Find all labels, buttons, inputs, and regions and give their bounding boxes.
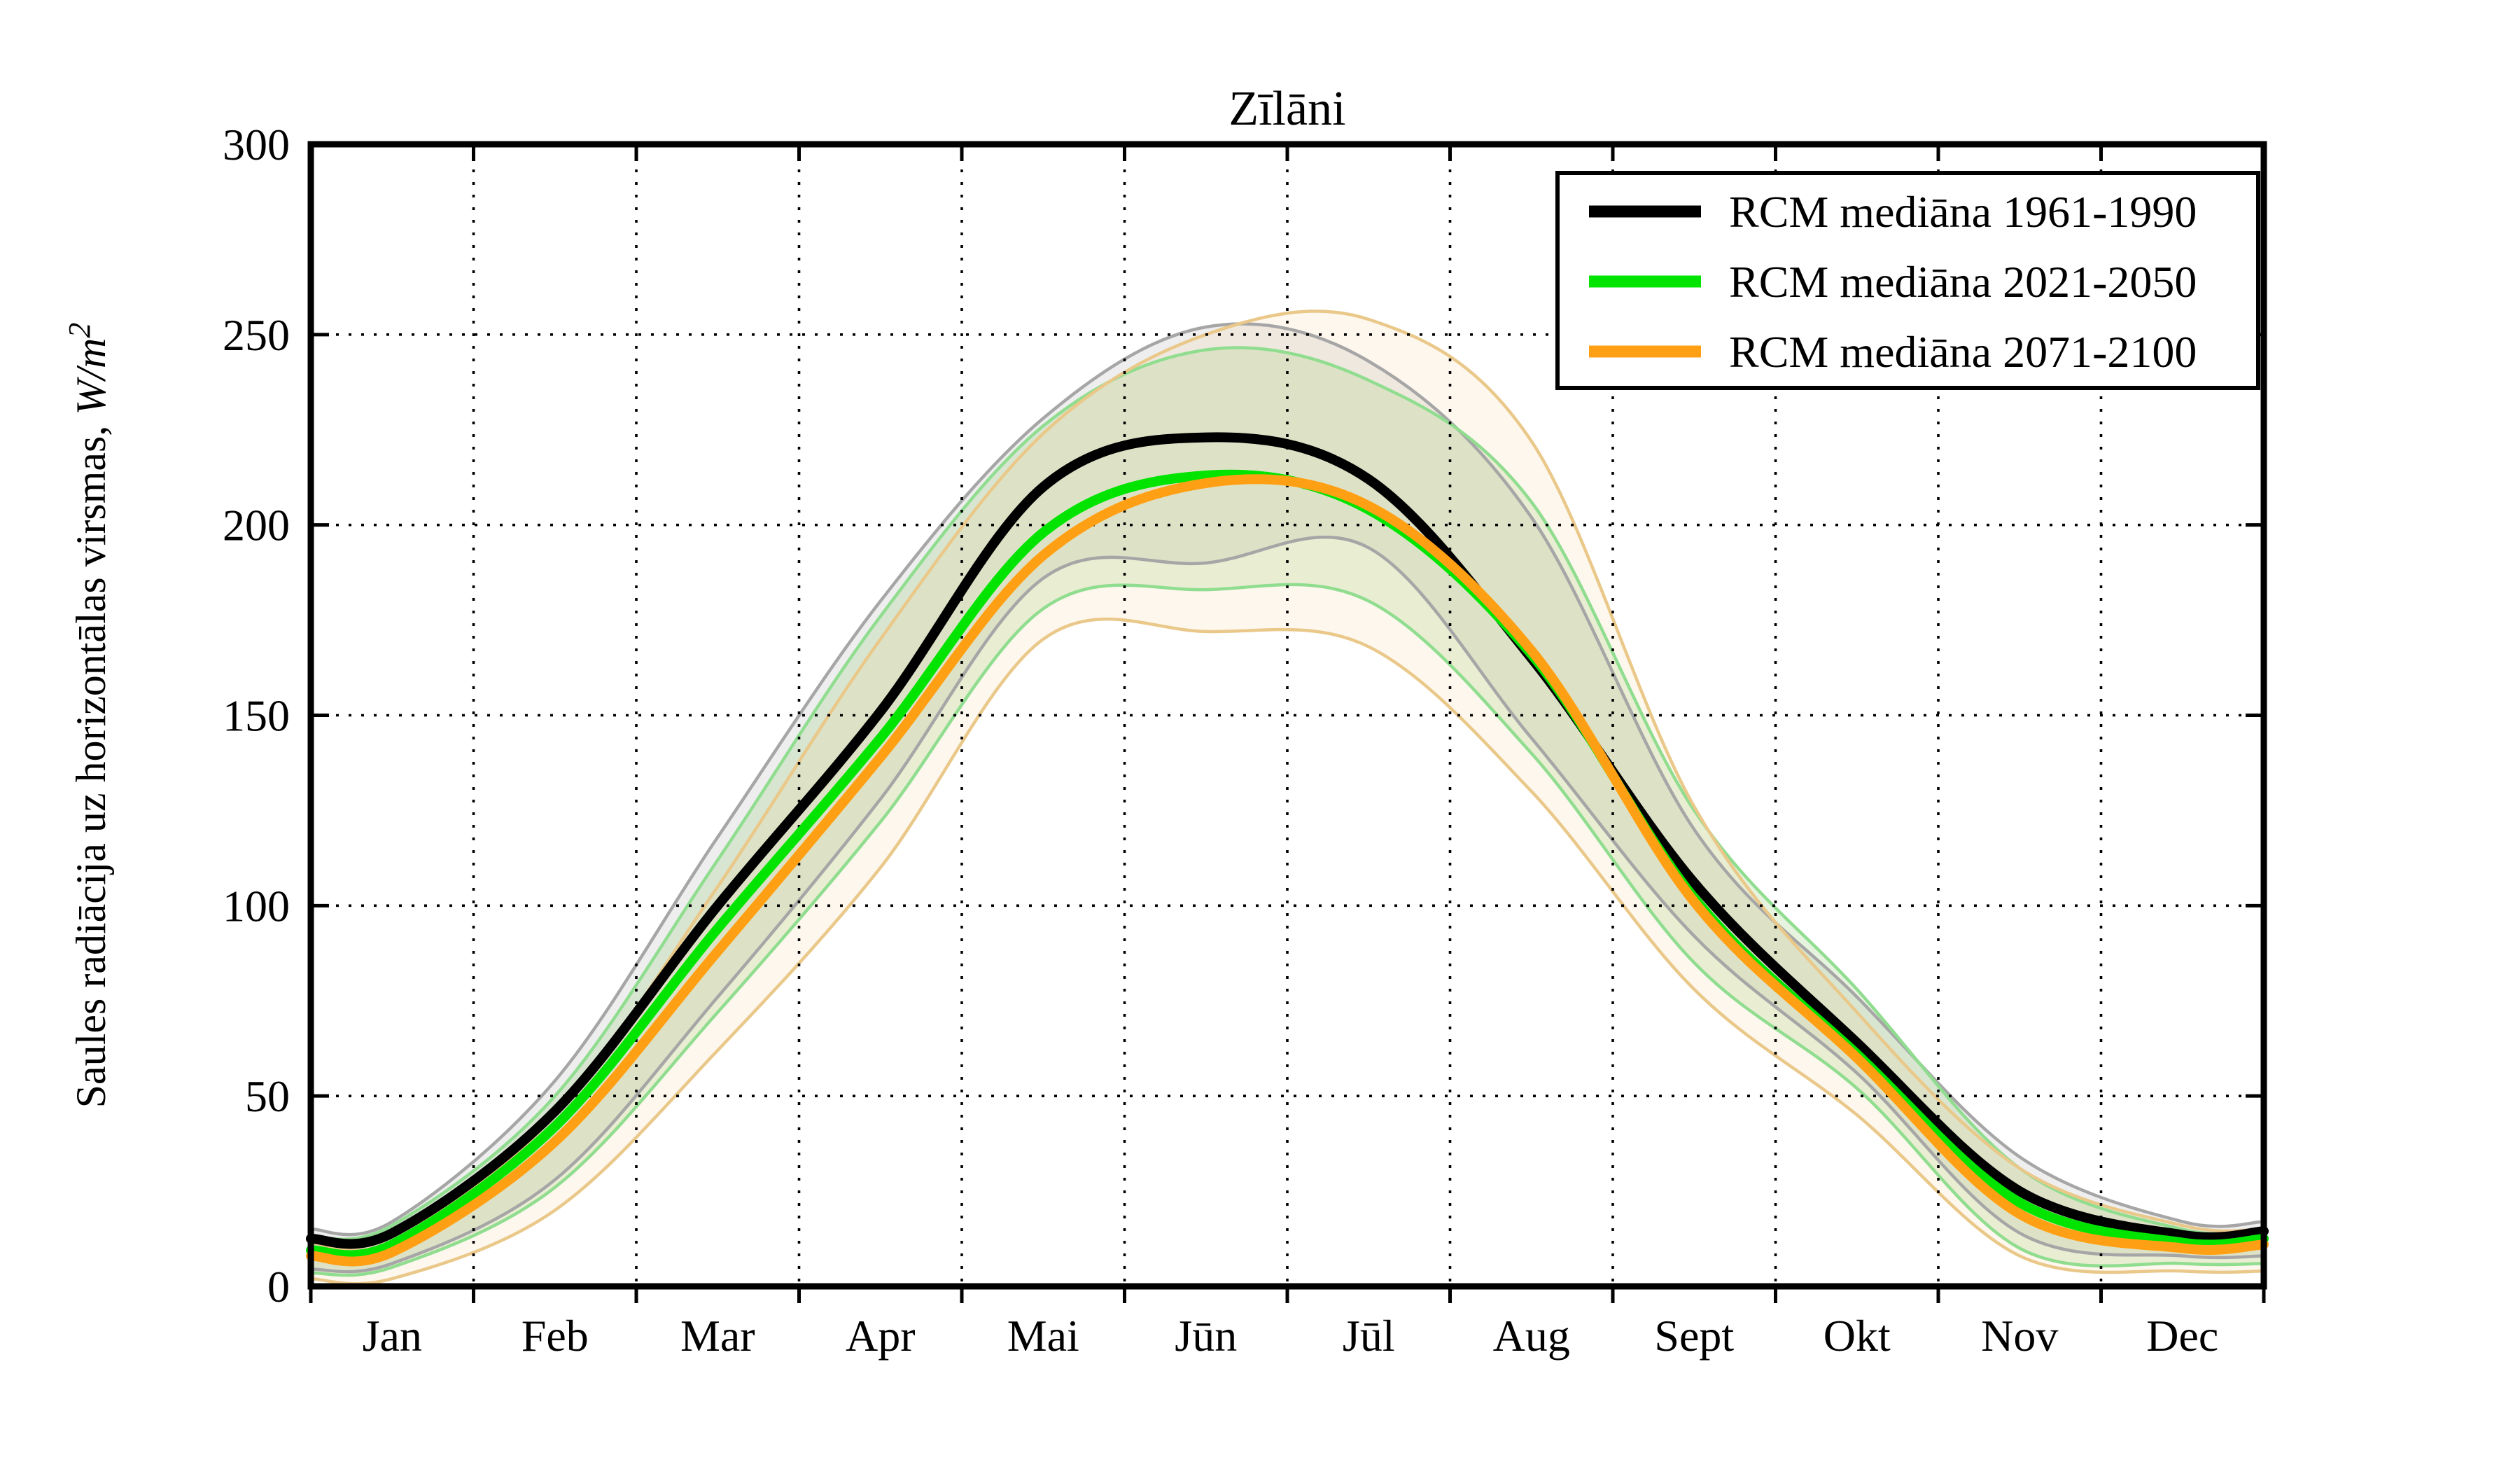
- x-tick-label: Dec: [2146, 1311, 2218, 1361]
- legend-entry-label: RCM mediāna 1961-1990: [1729, 187, 2197, 237]
- y-tick-label: 100: [223, 881, 290, 931]
- median-line-2071-2100: [306, 474, 2269, 1267]
- band-lower-edge-gray: [309, 535, 2266, 1274]
- x-tick-label: Mar: [680, 1311, 755, 1361]
- band-upper-edge-green: [309, 346, 2266, 1241]
- legend-entry-label: RCM mediāna 2021-2050: [1729, 257, 2197, 307]
- x-tick-label: Feb: [522, 1311, 589, 1361]
- y-tick-label: 250: [223, 310, 290, 360]
- median-line-1961-1990: [306, 432, 2269, 1249]
- y-tick-label: 0: [267, 1262, 290, 1312]
- x-tick-label: Jūl: [1343, 1311, 1395, 1361]
- y-axis-label: Saules radiācija uz horizontālas virsmas…: [62, 323, 114, 1108]
- x-tick-label: Apr: [846, 1311, 916, 1361]
- y-tick-label: 150: [223, 691, 290, 741]
- chart-title: Zīlāni: [1228, 82, 1345, 136]
- x-tick-label: Sept: [1654, 1311, 1734, 1361]
- x-tick-label: Jūn: [1175, 1311, 1237, 1361]
- x-tick-label: Mai: [1007, 1311, 1079, 1361]
- y-tick-label: 50: [245, 1071, 290, 1121]
- x-tick-label: Nov: [1981, 1311, 2058, 1361]
- x-tick-label: Jan: [363, 1311, 422, 1361]
- x-tick-label: Aug: [1493, 1311, 1570, 1361]
- y-tick-label: 200: [223, 501, 290, 550]
- band-lower-edge-tan: [309, 617, 2266, 1286]
- band-lower-edge-green: [309, 583, 2266, 1277]
- y-tick-label: 300: [223, 120, 290, 169]
- legend-entry-label: RCM mediāna 2071-2100: [1729, 327, 2197, 377]
- x-tick-label: Okt: [1823, 1311, 1891, 1361]
